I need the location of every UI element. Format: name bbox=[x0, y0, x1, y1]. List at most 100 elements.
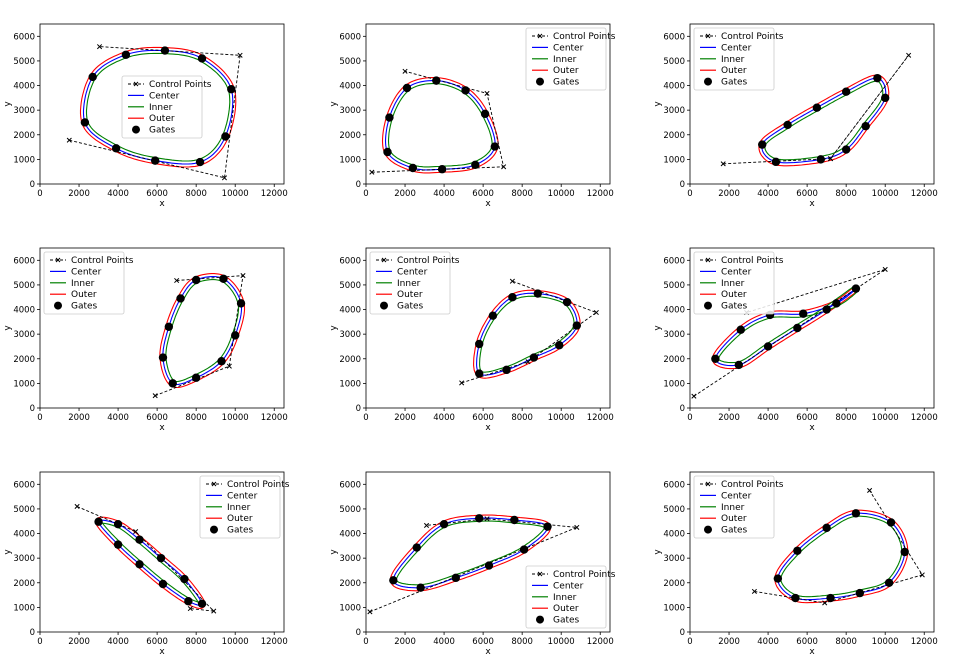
gate-marker bbox=[227, 85, 236, 94]
legend-outer: Outer bbox=[227, 514, 253, 524]
control-point-marker bbox=[152, 393, 158, 399]
legend-center: Center bbox=[721, 43, 752, 53]
y-tick-label: 1000 bbox=[663, 379, 685, 389]
gate-marker bbox=[156, 553, 166, 563]
gate-marker bbox=[475, 339, 484, 349]
y-tick-label: 2000 bbox=[663, 131, 685, 141]
y-tick-label: 2000 bbox=[663, 579, 685, 589]
control-point-marker bbox=[66, 137, 72, 143]
x-axis-label: x bbox=[159, 423, 165, 433]
x-tick-label: 0 bbox=[687, 413, 692, 423]
series-control-points bbox=[155, 275, 244, 397]
y-tick-label: 0 bbox=[356, 404, 361, 414]
gate-marker bbox=[783, 120, 792, 130]
legend-handle-x-marker bbox=[211, 481, 217, 487]
legend-handle-x-marker bbox=[381, 257, 387, 263]
y-tick-label: 3000 bbox=[339, 106, 361, 116]
y-tick-label: 5000 bbox=[339, 57, 361, 67]
legend-gates: Gates bbox=[397, 302, 424, 312]
x-tick-label: 4000 bbox=[107, 637, 129, 647]
y-tick-label: 2000 bbox=[663, 355, 685, 365]
gate-marker bbox=[135, 535, 144, 544]
legend-handle-x-marker bbox=[705, 481, 711, 487]
gate-marker bbox=[555, 341, 564, 350]
gate-marker bbox=[158, 579, 168, 589]
gate-marker bbox=[851, 284, 861, 293]
gate-marker bbox=[881, 93, 890, 103]
gate-marker bbox=[176, 294, 185, 303]
control-point-marker bbox=[96, 44, 103, 50]
gate-marker bbox=[164, 322, 174, 331]
gate-marker bbox=[389, 576, 398, 585]
x-tick-label: 0 bbox=[363, 637, 368, 647]
gate-marker bbox=[502, 365, 511, 375]
gate-marker bbox=[855, 588, 865, 598]
legend-center: Center bbox=[721, 267, 752, 277]
gate-marker bbox=[191, 275, 201, 285]
gate-marker bbox=[475, 514, 484, 523]
gate-marker bbox=[519, 545, 529, 554]
x-tick-label: 6000 bbox=[146, 189, 168, 199]
gate-marker bbox=[475, 369, 484, 378]
x-tick-label: 8000 bbox=[835, 189, 857, 199]
x-axis-label: x bbox=[159, 199, 165, 209]
x-tick-label: 8000 bbox=[511, 413, 533, 423]
legend-handle-gate bbox=[704, 525, 712, 534]
gate-marker bbox=[826, 593, 835, 603]
gate-marker bbox=[480, 109, 490, 119]
x-tick-label: 12000 bbox=[587, 189, 614, 199]
control-point-marker bbox=[226, 363, 232, 369]
legend-gates: Gates bbox=[553, 78, 580, 88]
legend-center: Center bbox=[71, 267, 102, 277]
gate-marker bbox=[736, 325, 745, 334]
x-tick-label: 0 bbox=[37, 637, 42, 647]
control-point-marker bbox=[174, 277, 180, 284]
gate-marker bbox=[529, 353, 539, 362]
x-tick-label: 2000 bbox=[394, 637, 416, 647]
control-point-marker bbox=[906, 52, 912, 58]
y-tick-label: 3000 bbox=[13, 106, 35, 116]
x-tick-label: 8000 bbox=[511, 637, 533, 647]
control-point-marker bbox=[822, 600, 828, 606]
x-axis-label: x bbox=[485, 647, 491, 657]
y-axis-label: y bbox=[653, 549, 663, 555]
x-tick-label: 2000 bbox=[394, 413, 416, 423]
legend-inner: Inner bbox=[397, 279, 421, 289]
y-tick-label: 3000 bbox=[663, 554, 685, 564]
gate-marker bbox=[221, 132, 230, 141]
legend-frame bbox=[693, 27, 775, 91]
legend-gates: Gates bbox=[71, 302, 98, 312]
legend-outer: Outer bbox=[71, 290, 97, 300]
gate-marker bbox=[562, 297, 572, 307]
y-axis-label: y bbox=[329, 101, 339, 107]
y-tick-label: 6000 bbox=[13, 256, 35, 266]
legend-outer: Outer bbox=[553, 66, 579, 76]
y-tick-label: 5000 bbox=[339, 505, 361, 515]
x-tick-label: 8000 bbox=[185, 413, 207, 423]
control-point-marker bbox=[221, 175, 228, 181]
legend-outer: Outer bbox=[553, 604, 579, 614]
y-tick-label: 3000 bbox=[13, 554, 35, 564]
x-tick-label: 4000 bbox=[433, 637, 455, 647]
x-tick-label: 6000 bbox=[472, 189, 494, 199]
gate-marker bbox=[408, 163, 418, 173]
y-tick-label: 0 bbox=[30, 180, 35, 190]
x-tick-label: 12000 bbox=[261, 637, 288, 647]
control-point-marker bbox=[211, 608, 217, 614]
y-tick-label: 6000 bbox=[339, 256, 361, 266]
legend-frame bbox=[525, 27, 607, 91]
legend-handle-gate bbox=[704, 77, 712, 86]
series-control-points bbox=[69, 46, 241, 179]
subplot-7: 0 2000 4000 6000 8000 10000 12000 0 1000 2000 3000… bbox=[3, 471, 290, 657]
control-point-marker bbox=[593, 309, 599, 316]
legend-outer: Outer bbox=[721, 290, 747, 300]
y-tick-label: 5000 bbox=[663, 281, 685, 291]
control-point-marker bbox=[867, 487, 873, 494]
series-control-points bbox=[369, 518, 577, 613]
control-point-marker bbox=[501, 164, 507, 170]
control-point-marker bbox=[882, 266, 888, 272]
legend-handle-gate bbox=[704, 301, 712, 310]
